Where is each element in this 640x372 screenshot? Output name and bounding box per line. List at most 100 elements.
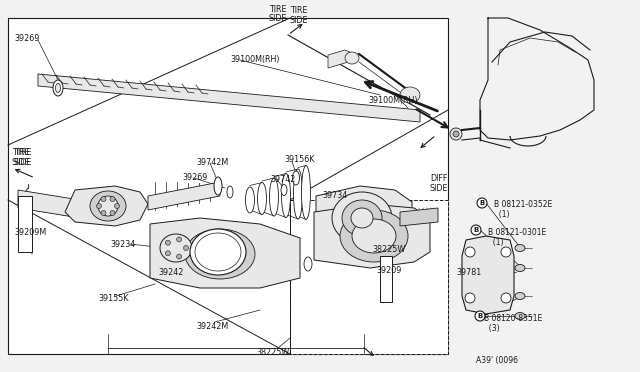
Polygon shape (148, 182, 220, 210)
Circle shape (465, 293, 475, 303)
Ellipse shape (227, 186, 233, 198)
Text: SIDE: SIDE (290, 16, 308, 25)
Circle shape (475, 311, 485, 321)
Ellipse shape (515, 312, 525, 320)
Ellipse shape (515, 244, 525, 251)
Circle shape (110, 211, 115, 215)
Circle shape (101, 211, 106, 215)
Polygon shape (328, 50, 352, 68)
Text: (1): (1) (494, 210, 509, 219)
Ellipse shape (160, 234, 192, 262)
Polygon shape (150, 218, 300, 288)
Circle shape (177, 254, 182, 259)
Circle shape (165, 251, 170, 256)
Text: 39742M: 39742M (196, 158, 228, 167)
Circle shape (184, 246, 189, 250)
Ellipse shape (98, 196, 118, 216)
Text: TIRE: TIRE (12, 148, 29, 157)
Circle shape (453, 131, 459, 137)
Polygon shape (462, 236, 514, 314)
Ellipse shape (53, 80, 63, 96)
Text: 39781: 39781 (456, 268, 481, 277)
Ellipse shape (282, 173, 291, 218)
Text: SIDE: SIDE (269, 14, 287, 23)
Text: 38225W: 38225W (372, 245, 405, 254)
Text: B 08121-0301E: B 08121-0301E (488, 228, 547, 237)
Text: 39155K: 39155K (98, 294, 129, 303)
Bar (18, 196, 32, 252)
Ellipse shape (400, 87, 420, 103)
Text: TIRE: TIRE (290, 6, 307, 15)
Ellipse shape (281, 185, 287, 196)
Text: B: B (477, 313, 483, 319)
Text: (3): (3) (484, 324, 500, 333)
Circle shape (115, 203, 120, 208)
Ellipse shape (515, 292, 525, 299)
Bar (290, 200, 448, 354)
Polygon shape (18, 190, 80, 218)
Text: TIRE: TIRE (269, 5, 287, 14)
Text: 38225W: 38225W (256, 348, 289, 357)
Ellipse shape (304, 257, 312, 271)
Text: 39269: 39269 (14, 34, 40, 43)
Ellipse shape (332, 192, 392, 244)
Text: SIDE: SIDE (14, 158, 33, 167)
Ellipse shape (90, 191, 126, 221)
Text: 39742: 39742 (270, 175, 296, 184)
Ellipse shape (246, 187, 255, 213)
Circle shape (97, 203, 102, 208)
Ellipse shape (352, 219, 396, 253)
Ellipse shape (185, 229, 255, 279)
Circle shape (165, 240, 170, 245)
Circle shape (471, 225, 481, 235)
Polygon shape (38, 74, 420, 122)
Text: 39734: 39734 (322, 191, 348, 200)
Text: 39100M(RH): 39100M(RH) (368, 96, 417, 105)
Ellipse shape (292, 171, 300, 185)
Ellipse shape (340, 210, 408, 262)
Polygon shape (314, 204, 430, 268)
Circle shape (110, 196, 115, 202)
Text: 39209: 39209 (376, 266, 401, 275)
Text: TIRE: TIRE (14, 148, 31, 157)
Text: 39269: 39269 (182, 173, 207, 182)
Text: 39242M: 39242M (196, 322, 228, 331)
Circle shape (465, 247, 475, 257)
Text: 39100M(RH): 39100M(RH) (230, 55, 280, 64)
Ellipse shape (294, 169, 303, 219)
Polygon shape (400, 208, 438, 226)
Ellipse shape (342, 200, 382, 236)
Ellipse shape (56, 83, 61, 93)
Polygon shape (65, 186, 148, 226)
Circle shape (501, 293, 511, 303)
Circle shape (477, 198, 487, 208)
Ellipse shape (515, 264, 525, 272)
Text: (1): (1) (488, 238, 504, 247)
Ellipse shape (195, 233, 241, 271)
Circle shape (101, 196, 106, 202)
Ellipse shape (345, 52, 359, 64)
Text: DIFF: DIFF (430, 174, 447, 183)
Circle shape (501, 247, 511, 257)
Text: B: B (479, 200, 484, 206)
Ellipse shape (269, 178, 278, 216)
Ellipse shape (198, 238, 243, 270)
Circle shape (177, 237, 182, 242)
Text: B: B (474, 227, 479, 233)
Ellipse shape (257, 183, 266, 215)
Bar (380, 256, 392, 302)
Text: 39234: 39234 (110, 240, 135, 249)
Text: B 08120-8351E: B 08120-8351E (484, 314, 542, 323)
Ellipse shape (351, 208, 373, 228)
Text: 39209M: 39209M (14, 228, 46, 237)
Bar (8, 18, 448, 354)
Text: 39242: 39242 (158, 268, 184, 277)
Text: A39' (0096: A39' (0096 (476, 356, 518, 365)
Polygon shape (316, 186, 412, 248)
Circle shape (450, 128, 462, 140)
Text: SIDE: SIDE (430, 184, 449, 193)
Ellipse shape (301, 166, 310, 219)
Text: B 08121-0352E: B 08121-0352E (494, 200, 552, 209)
Text: SIDE: SIDE (12, 158, 31, 167)
Text: 39156K: 39156K (284, 155, 314, 164)
